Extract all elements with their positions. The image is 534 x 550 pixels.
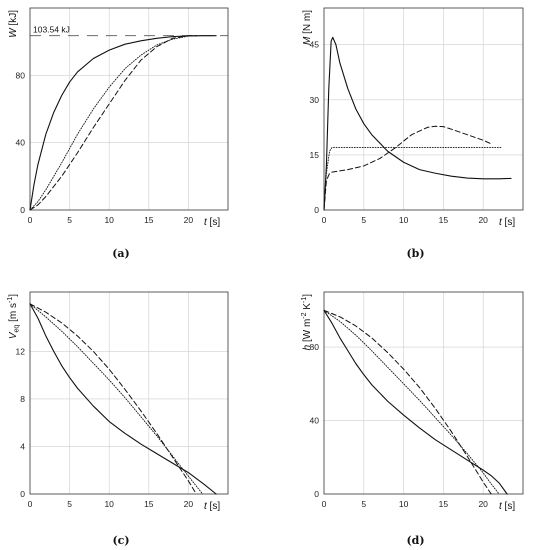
x-tick-label: 15	[439, 215, 449, 225]
panel-tag: (d)	[406, 534, 424, 547]
x-tick-label: 5	[361, 499, 366, 509]
chart-panel-b: 0 5 10 15 20 0 15 30 45 t [s] M [N m] (b)	[302, 7, 524, 260]
y-tick-label: 8	[20, 394, 25, 404]
y-tick-label: 0	[20, 489, 25, 499]
plot-frame	[323, 291, 524, 495]
x-axis-label: t [s]	[499, 501, 515, 512]
y-tick-label: 4	[20, 441, 25, 451]
y-tick-label: 45	[310, 40, 320, 50]
x-axis-label: t [s]	[499, 217, 515, 228]
y-axis-label: Veq [m s-1]	[7, 294, 21, 339]
x-tick-label: 10	[399, 499, 409, 509]
x-tick-label: 10	[104, 499, 114, 509]
x-tick-label: 0	[322, 499, 327, 509]
y-tick-label: 0	[314, 205, 319, 215]
y-tick-label: 40	[310, 416, 320, 426]
series-line-dotted	[323, 147, 502, 211]
y-tick-label: 0	[20, 205, 25, 215]
y-axis-label: W [kJ]	[8, 10, 19, 38]
y-axis-label: M [N m]	[302, 10, 313, 45]
chart-panel-c: 0 5 10 15 20 0 4 8 12 t [s] Veq [m s-1] (c)	[7, 291, 229, 547]
y-tick-label: 0	[314, 489, 319, 499]
series-line-solid	[323, 36, 512, 211]
y-tick-label: 30	[310, 95, 320, 105]
y-axis-label: h [W m-2 K-1]	[301, 294, 313, 351]
chart-panel-a: 0 5 10 15 20 0 40 80 t [s] W [kJ] 103.54 kJ (a)	[8, 7, 229, 260]
plot-frame	[29, 291, 229, 495]
x-tick-label: 15	[439, 499, 449, 509]
x-axis-label: t [s]	[204, 501, 220, 512]
x-tick-label: 0	[322, 215, 327, 225]
x-tick-label: 15	[144, 499, 154, 509]
x-tick-label: 20	[478, 499, 488, 509]
x-tick-label: 15	[144, 215, 154, 225]
series-line-dashed	[323, 309, 492, 495]
x-tick-label: 0	[28, 215, 33, 225]
y-tick-label: 40	[16, 138, 26, 148]
x-tick-label: 20	[184, 499, 194, 509]
y-tick-label: 15	[310, 150, 320, 160]
panel-tag: (c)	[112, 534, 129, 547]
plot-frame	[323, 7, 524, 211]
y-tick-label: 80	[310, 342, 320, 352]
x-tick-label: 5	[361, 215, 366, 225]
y-tick-label: 12	[16, 346, 26, 356]
plot-frame	[29, 7, 229, 211]
x-tick-label: 5	[67, 215, 72, 225]
x-tick-label: 10	[399, 215, 409, 225]
series-line-dotted	[323, 309, 500, 495]
series-line-solid	[29, 303, 217, 495]
series-line-dashed	[323, 125, 492, 211]
series-line-dotted	[29, 35, 201, 211]
series-line-solid	[323, 309, 508, 495]
series-line-dashed	[29, 303, 197, 495]
panel-tag: (a)	[112, 247, 130, 260]
x-axis-label: t [s]	[204, 217, 220, 228]
x-tick-label: 5	[67, 499, 72, 509]
series-line-solid	[29, 35, 217, 211]
x-tick-label: 0	[28, 499, 33, 509]
panel-tag: (b)	[406, 247, 424, 260]
chart-panel-d: 0 5 10 15 20 0 40 80 t [s] h [W m-2 K-1] (d)	[301, 291, 524, 547]
series-line-dotted	[29, 303, 204, 495]
series-line-dashed	[29, 35, 197, 211]
annotation-label: 103.54 kJ	[33, 25, 70, 35]
x-tick-label: 20	[184, 215, 194, 225]
x-tick-label: 10	[104, 215, 114, 225]
x-tick-label: 20	[478, 215, 488, 225]
y-tick-label: 80	[16, 70, 26, 80]
